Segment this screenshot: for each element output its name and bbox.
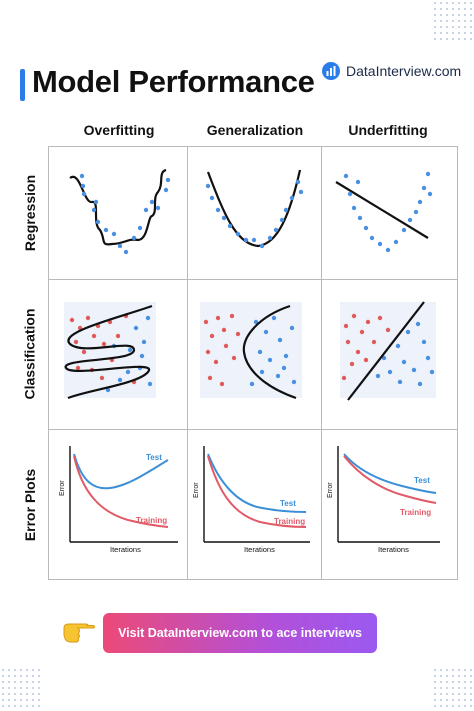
test-error-curve (343, 453, 437, 494)
underfit-decision-boundary (347, 301, 425, 401)
column-header-generalization: Generalization (206, 122, 304, 138)
row-header-label: Classification (22, 308, 38, 400)
regression-points (79, 173, 171, 255)
y-axis-label: Error (193, 482, 200, 498)
dot-pattern-decoration (0, 667, 44, 711)
error-plot-underfitting: Test Training Error Iterations (327, 446, 440, 554)
plot-background (64, 302, 156, 398)
column-header-overfitting: Overfitting (83, 122, 155, 138)
x-axis-label: Iterations (244, 545, 275, 554)
dot-pattern-decoration (432, 667, 474, 711)
overfit-regression-curve (69, 168, 167, 246)
test-curve-label: Test (280, 499, 296, 508)
classification-overfitting-panel (64, 302, 156, 400)
regression-points (205, 179, 304, 249)
regression-underfitting-panel (335, 171, 433, 253)
row-header-label: Error Plots (22, 468, 39, 541)
brand: DataInterview.com (322, 62, 461, 80)
blue-class-points (375, 321, 435, 387)
generalization-regression-curve (206, 169, 302, 248)
red-class-points (341, 313, 391, 381)
error-plot-overfitting: Test Training Error Iterations (59, 446, 178, 554)
row-header-classification: Classification (8, 279, 52, 429)
regression-points (343, 171, 433, 253)
overfit-decision-boundary (64, 304, 153, 400)
grid-lines (48, 146, 458, 580)
test-curve-label: Test (414, 476, 430, 485)
page-title: Model Performance (32, 64, 315, 99)
training-curve-label: Training (274, 517, 305, 526)
model-performance-grid: Test Training Error Iterations Test Trai… (48, 146, 458, 580)
error-plot-generalization: Test Training Error Iterations (193, 446, 310, 554)
test-error-curve (73, 453, 169, 490)
row-header-label: Regression (22, 174, 38, 251)
training-error-curve (73, 455, 169, 528)
red-class-points (203, 313, 241, 387)
training-error-curve (207, 455, 307, 528)
row-header-error-plots: Error Plots (8, 429, 52, 580)
test-error-curve (207, 453, 307, 513)
row-header-regression: Regression (8, 146, 52, 279)
generalization-decision-boundary (242, 304, 297, 400)
blue-class-points (249, 315, 297, 387)
training-curve-label: Training (136, 516, 167, 525)
regression-generalization-panel (205, 169, 304, 249)
training-curve-label: Training (400, 508, 431, 517)
classification-generalization-panel (200, 302, 302, 400)
visit-site-button[interactable]: Visit DataInterview.com to ace interview… (103, 613, 377, 653)
y-axis-label: Error (327, 482, 334, 498)
column-header-underfitting: Underfitting (348, 122, 428, 138)
underfit-regression-line (335, 181, 429, 239)
x-axis-label: Iterations (378, 545, 409, 554)
pointing-hand-icon (63, 623, 95, 643)
test-curve-label: Test (146, 453, 162, 462)
classification-underfitting-panel (340, 301, 436, 401)
training-error-curve (343, 455, 437, 504)
title-accent-bar (20, 69, 25, 101)
bar-chart-icon (322, 62, 340, 80)
visit-site-button-label: Visit DataInterview.com to ace interview… (118, 626, 362, 640)
dot-pattern-decoration (432, 0, 474, 44)
brand-name: DataInterview.com (346, 63, 462, 79)
regression-overfitting-panel (69, 168, 171, 255)
y-axis-label: Error (59, 480, 66, 496)
x-axis-label: Iterations (110, 545, 141, 554)
